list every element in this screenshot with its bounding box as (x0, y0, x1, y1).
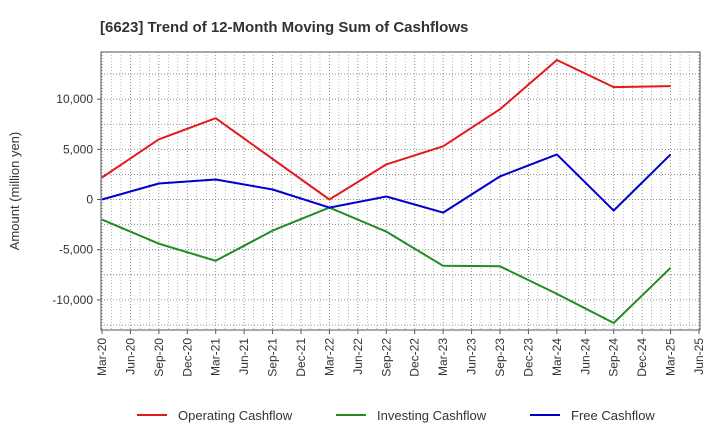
x-tick-label: Mar-22 (322, 338, 336, 376)
x-tick-label: Sep-24 (607, 338, 621, 377)
x-tick-label: Mar-24 (550, 338, 564, 376)
legend-label: Free Cashflow (571, 408, 655, 423)
y-tick-label: -10,000 (52, 293, 93, 307)
series-line-free-cashflow (101, 153, 672, 214)
x-tick-label: Mar-23 (436, 338, 450, 376)
x-tick-label: Sep-21 (266, 338, 280, 377)
x-tick-label: Sep-22 (379, 338, 393, 377)
grid (101, 52, 700, 330)
y-tick-label: 10,000 (56, 92, 93, 106)
y-axis-ticks: -10,000 -5,000 0 5,000 10,000 (52, 92, 101, 307)
x-tick-label: Jun-24 (578, 338, 592, 375)
series-line-investing-cashflow (101, 206, 672, 324)
legend: Operating Cashflow Investing Cashflow Free… (137, 408, 655, 423)
x-tick-label: Jun-25 (692, 338, 706, 375)
x-tick-label: Jun-22 (351, 338, 365, 375)
x-tick-label: Dec-20 (180, 338, 194, 377)
x-tick-label: Sep-20 (152, 338, 166, 377)
x-tick-label: Jun-21 (237, 338, 251, 375)
x-tick-label: Jun-20 (123, 338, 137, 375)
x-axis-ticks: Mar-20 Jun-20 Sep-20 Dec-20 Mar-21 Jun-21 Sep-… (95, 330, 706, 377)
x-tick-label: Dec-23 (521, 338, 535, 377)
chart-title: [6623] Trend of 12-Month Moving Sum of C… (100, 19, 468, 36)
x-tick-label: Jun-23 (465, 338, 479, 375)
y-tick-label: 5,000 (63, 142, 93, 156)
plot-area (100, 51, 701, 331)
x-tick-label: Dec-21 (294, 338, 308, 377)
legend-label: Investing Cashflow (377, 408, 487, 423)
x-tick-label: Dec-22 (408, 338, 422, 377)
y-tick-label: 0 (86, 193, 93, 207)
x-tick-label: Mar-25 (664, 338, 678, 376)
x-tick-label: Sep-23 (493, 338, 507, 377)
legend-label: Operating Cashflow (178, 408, 293, 423)
y-axis-label: Amount (million yen) (7, 132, 22, 251)
x-tick-label: Mar-20 (95, 338, 109, 376)
series-lines (101, 59, 672, 324)
x-tick-label: Mar-21 (209, 338, 223, 376)
y-tick-label: -5,000 (59, 243, 93, 257)
series-line-operating-cashflow (101, 59, 671, 201)
x-tick-label: Dec-24 (635, 338, 649, 377)
